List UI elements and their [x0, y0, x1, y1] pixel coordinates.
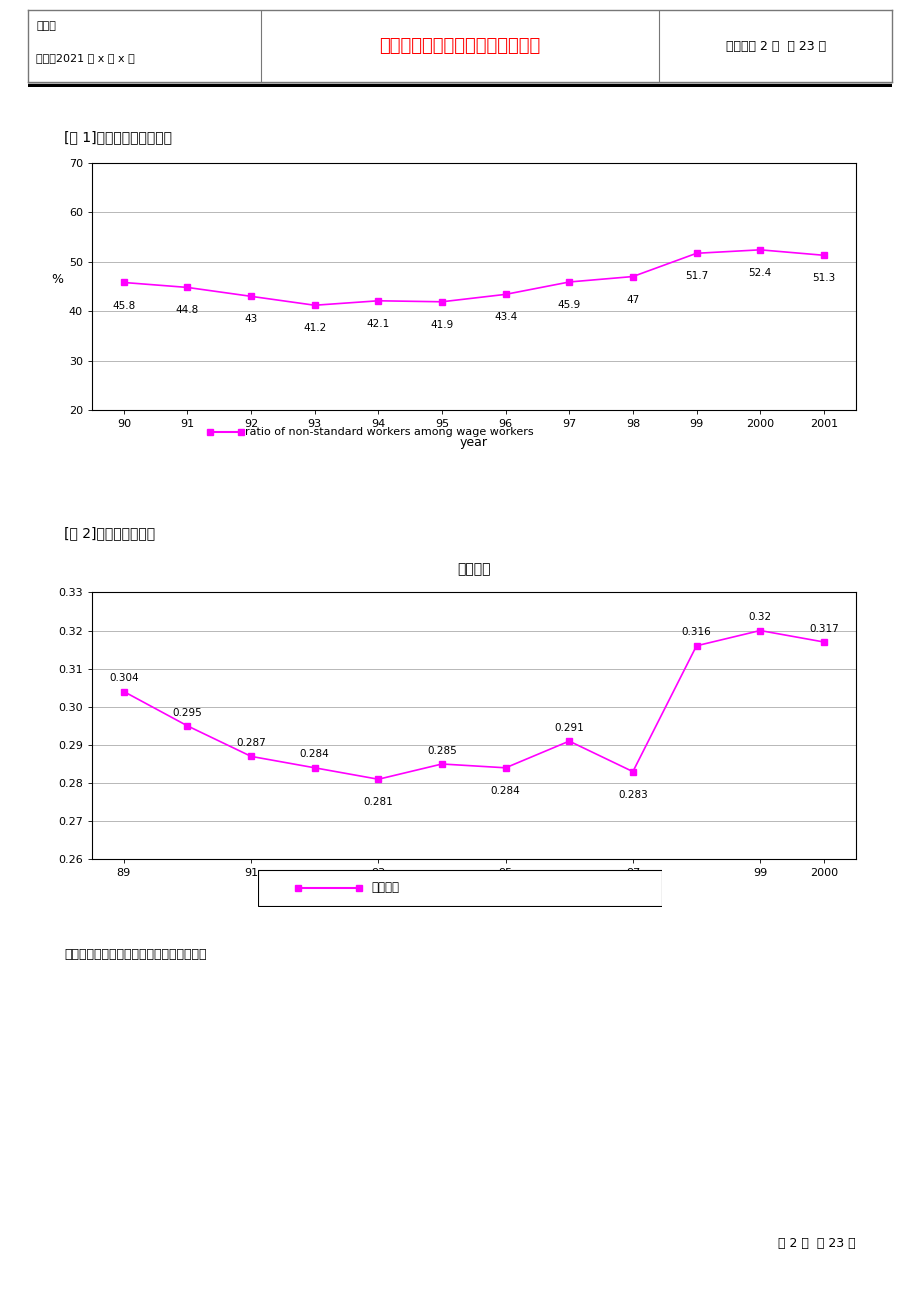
- Text: 51.3: 51.3: [811, 273, 834, 284]
- Text: 41.2: 41.2: [302, 323, 326, 333]
- Text: 0.281: 0.281: [363, 797, 392, 807]
- Text: 43: 43: [244, 314, 257, 324]
- Text: 47: 47: [626, 294, 639, 305]
- Text: 0.284: 0.284: [300, 750, 329, 759]
- Text: 45.9: 45.9: [557, 299, 580, 310]
- Text: 0.284: 0.284: [490, 786, 520, 796]
- Text: [图 2]基尼系数示意图: [图 2]基尼系数示意图: [64, 526, 155, 540]
- Text: 0.295: 0.295: [173, 707, 202, 717]
- Text: 42.1: 42.1: [367, 319, 390, 329]
- Text: 0.317: 0.317: [808, 624, 838, 634]
- Text: 43.4: 43.4: [494, 312, 516, 323]
- X-axis label: year: year: [460, 436, 487, 449]
- Text: 编号：: 编号：: [36, 21, 56, 31]
- Text: 41.9: 41.9: [430, 320, 453, 329]
- Y-axis label: %: %: [51, 273, 63, 286]
- Text: [图 1]非正规工薪族的比率: [图 1]非正规工薪族的比率: [64, 130, 172, 145]
- Text: 资料：统计厅，『城市店铺调查』，原资料: 资料：统计厅，『城市店铺调查』，原资料: [64, 948, 207, 961]
- Text: 第 2 页  共 23 页: 第 2 页 共 23 页: [777, 1237, 855, 1250]
- Text: 0.283: 0.283: [618, 790, 647, 799]
- Text: 45.8: 45.8: [112, 301, 135, 311]
- Text: 0.316: 0.316: [681, 628, 710, 638]
- Text: 52.4: 52.4: [748, 268, 771, 277]
- Text: 0.32: 0.32: [748, 612, 771, 622]
- Text: 0.304: 0.304: [108, 673, 139, 684]
- Text: 页码：第 2 页  共 23 页: 页码：第 2 页 共 23 页: [725, 40, 825, 52]
- Text: 时间：2021 年 x 月 x 日: 时间：2021 年 x 月 x 日: [36, 53, 135, 64]
- Text: 지니계수: 지니계수: [370, 881, 399, 894]
- Text: 0.291: 0.291: [554, 723, 584, 733]
- Text: ratio of non-standard workers among wage workers: ratio of non-standard workers among wage…: [244, 427, 533, 437]
- Text: 지니계수: 지니계수: [457, 562, 490, 575]
- Text: 0.287: 0.287: [236, 738, 266, 749]
- Text: 0.285: 0.285: [426, 746, 457, 755]
- Text: 书山有路勤为径，学海无涯苦作舟: 书山有路勤为径，学海无涯苦作舟: [379, 38, 540, 55]
- Text: 51.7: 51.7: [684, 271, 708, 281]
- Text: 44.8: 44.8: [176, 306, 199, 315]
